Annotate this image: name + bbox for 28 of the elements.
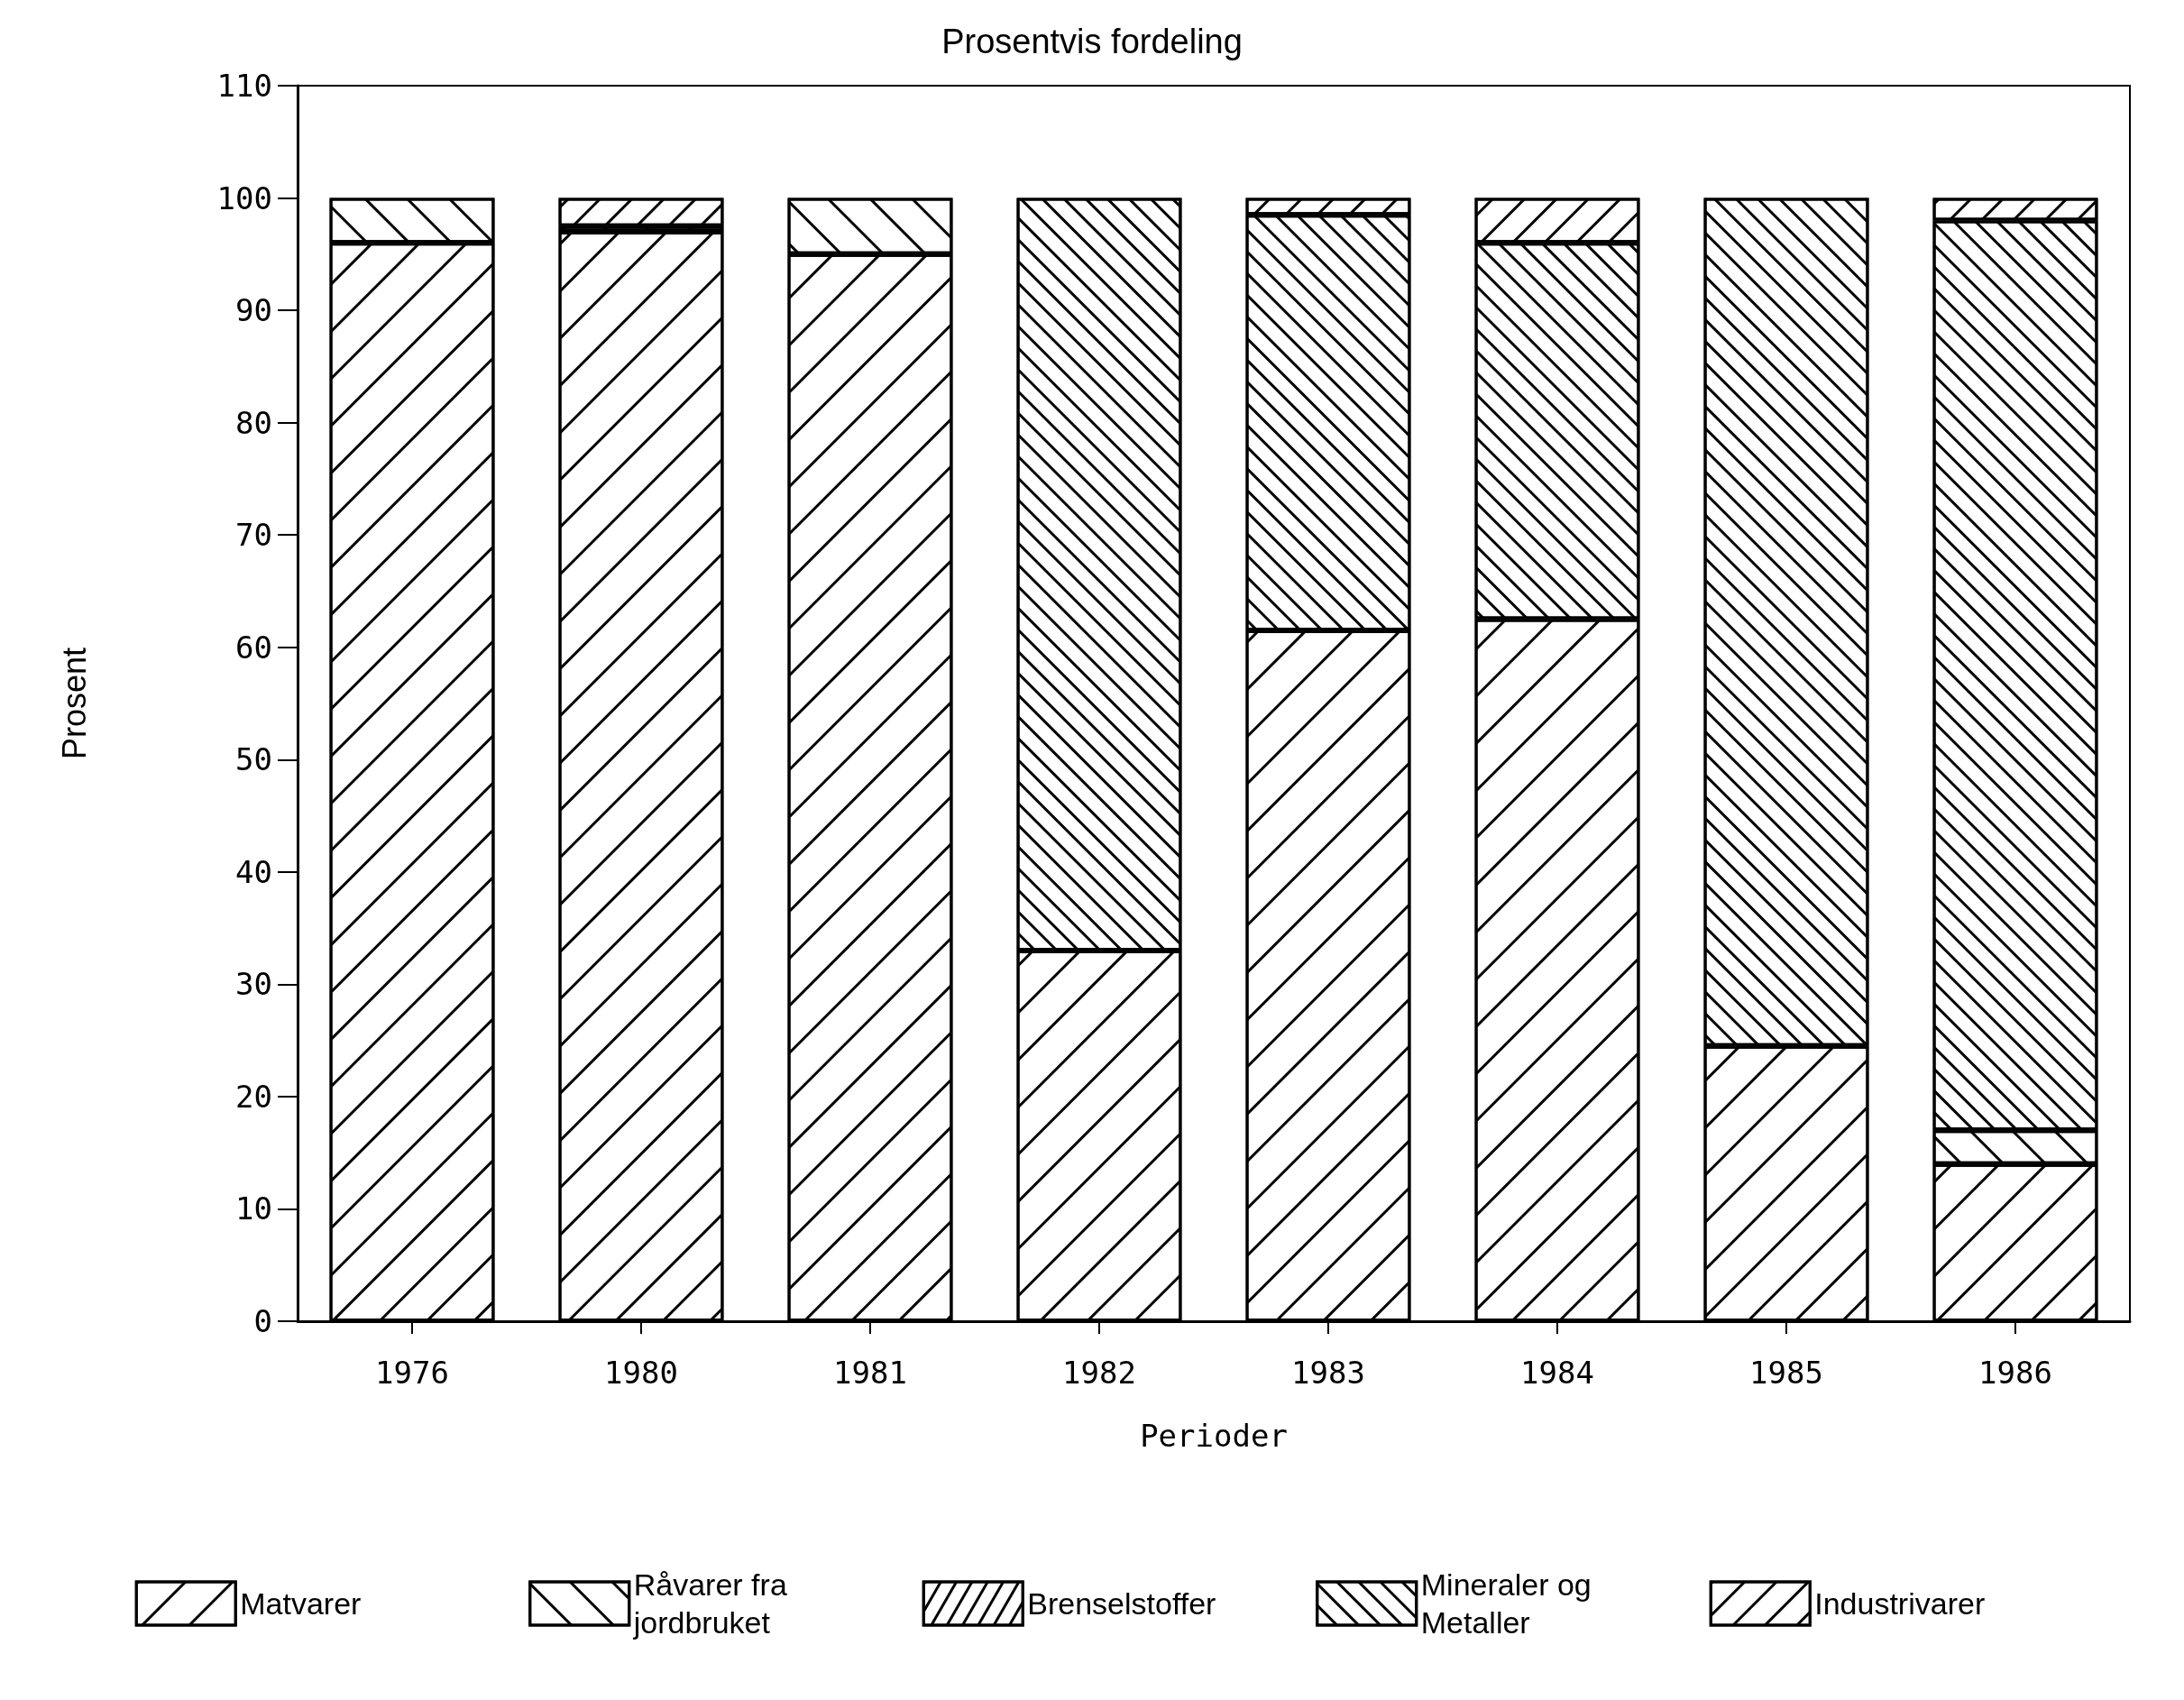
x-tick-label: 1985 [1749, 1355, 1823, 1391]
y-tick-label: 110 [216, 68, 272, 104]
y-tick-label: 100 [216, 179, 272, 216]
y-tick-label: 90 [235, 292, 272, 329]
y-tick-label: 10 [235, 1190, 272, 1227]
x-tick-label: 1981 [833, 1355, 907, 1391]
x-tick-label: 1983 [1291, 1355, 1365, 1391]
legend-label: Brenselstoffer [1027, 1586, 1216, 1621]
y-tick-label: 0 [253, 1303, 272, 1339]
x-tick-label: 1984 [1520, 1355, 1594, 1391]
legend-label: Råvarer fra jordbruket [632, 1567, 796, 1640]
y-tick-label: 40 [235, 853, 272, 890]
x-tick-label: 1976 [375, 1355, 449, 1391]
y-tick-label: 20 [235, 1078, 272, 1115]
x-tick-label: 1982 [1062, 1355, 1136, 1391]
y-tick-label: 50 [235, 741, 272, 778]
chart-title: Prosentvis fordeling [941, 23, 1243, 60]
x-tick-label: 1980 [604, 1355, 678, 1391]
x-tick-label: 1986 [1978, 1355, 2052, 1391]
y-tick-label: 80 [235, 404, 272, 441]
legend-label: Matvarer [240, 1586, 362, 1621]
legend-label: Mineraler og Metaller [1420, 1567, 1601, 1640]
legend-label: Industrivarer [1814, 1586, 1986, 1621]
y-tick-label: 30 [235, 966, 272, 1003]
x-axis-title: Perioder [1140, 1418, 1288, 1454]
y-tick-label: 70 [235, 517, 272, 554]
y-tick-label: 60 [235, 629, 272, 666]
y-axis-title: Prosent [55, 647, 93, 760]
